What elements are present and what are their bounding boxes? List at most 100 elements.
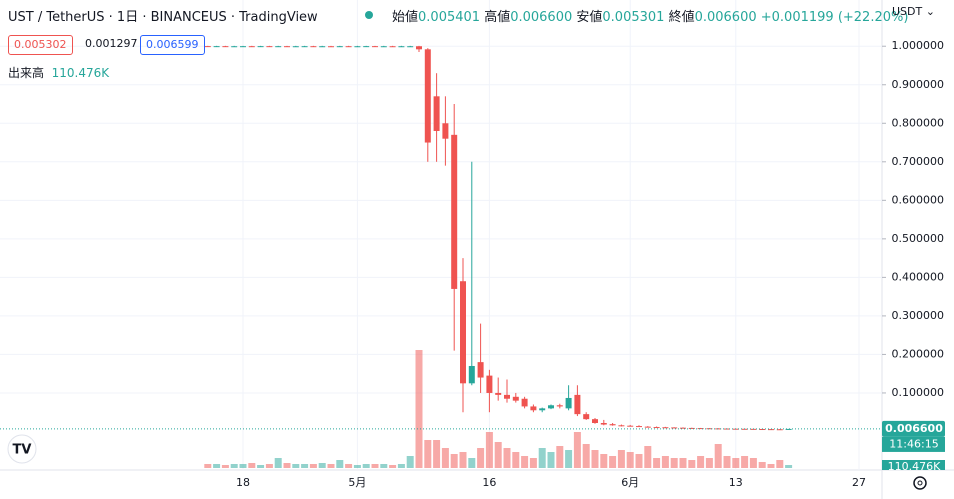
currency-button[interactable]: USDT ⌄ [892, 5, 935, 18]
volume-bar [450, 454, 458, 468]
y-tick-label: 0.400000 [892, 270, 945, 283]
candle-body [266, 46, 273, 48]
volume-legend: 出来高 110.476K [8, 64, 109, 81]
candle-body [539, 408, 546, 411]
candle-body [706, 428, 713, 430]
candle-body [688, 427, 695, 429]
change-pct: (+22.20%) [837, 10, 909, 25]
volume-bar [424, 440, 432, 468]
volume-bar [503, 448, 511, 468]
volume-bar [204, 464, 212, 468]
volume-bar [653, 458, 661, 468]
volume-bar [714, 444, 722, 468]
candle-body [512, 396, 519, 401]
countdown-box [882, 436, 945, 452]
candle-body [248, 46, 255, 48]
y-tick-label: 0.200000 [892, 347, 945, 360]
volume-bar [767, 464, 775, 468]
volume-bar [591, 450, 599, 468]
high-value: 0.006600 [510, 10, 573, 25]
candle-body [486, 375, 493, 393]
volume-bar [661, 456, 669, 468]
candle-body [328, 46, 334, 48]
volume-bar [248, 463, 256, 468]
candle-body [204, 46, 211, 48]
volume-bar [397, 464, 405, 468]
candle-body [292, 46, 299, 48]
last-price-label: 0.006600 [885, 422, 943, 435]
candle-body [460, 281, 466, 384]
x-tick-label: 13 [729, 476, 743, 489]
candle-body [310, 46, 317, 48]
grid [0, 0, 882, 470]
x-tick-label: 5月 [348, 476, 366, 489]
candle-body [653, 427, 660, 429]
x-tick-label: 27 [852, 476, 866, 489]
candle-body [521, 398, 528, 407]
volume-bar [265, 464, 273, 468]
x-tick-label: 18 [236, 476, 250, 489]
volume-bar [758, 462, 766, 468]
volume-bar [697, 456, 705, 468]
volume-bar [582, 444, 590, 468]
volume-bar [547, 452, 555, 468]
volume-bar [626, 452, 634, 468]
candle-body [592, 419, 598, 423]
volume-bar [309, 464, 317, 468]
ohlc-legend: 始値0.005401 高値0.006600 安値0.005301 終値0.006… [392, 6, 908, 25]
volume-bar [609, 456, 617, 468]
candle-body [275, 46, 282, 48]
open-value: 0.005401 [418, 10, 481, 25]
candle-body [768, 429, 774, 431]
volume-bar [565, 450, 573, 468]
candle-body [583, 414, 590, 420]
volume-bar [679, 458, 687, 468]
candle-body [231, 46, 238, 48]
volume-bar [213, 464, 221, 468]
low-label: 安値 [576, 10, 603, 25]
close-label: 終値 [668, 10, 695, 25]
candle-body [759, 429, 766, 431]
low-value: 0.005301 [602, 10, 665, 25]
symbol-title[interactable]: UST / TetherUS · 1日 · BINANCEUS · Tradin… [8, 10, 318, 25]
candle-body [213, 46, 220, 48]
candle-body [785, 428, 792, 430]
close-value: 0.006600 [694, 10, 757, 25]
candle-body [468, 365, 475, 384]
candle-body [301, 46, 308, 48]
candle-body [548, 405, 554, 409]
high-label: 高値 [484, 10, 511, 25]
volume-bar [336, 460, 344, 468]
settings-gear[interactable] [913, 476, 927, 490]
volume-bar [749, 458, 757, 468]
candle-body [697, 428, 704, 430]
candle-body [363, 46, 370, 48]
bid-button[interactable]: 0.005302 [8, 35, 73, 55]
volume-bar [732, 458, 740, 468]
ask-button[interactable]: 0.006599 [140, 35, 205, 55]
volume-price-label: 110.476K [888, 460, 941, 473]
y-tick-label: 0.500000 [892, 232, 945, 245]
volume-bar [274, 458, 282, 468]
volume-bar [635, 454, 643, 468]
volume-bar [362, 464, 370, 468]
candle-body [627, 425, 634, 427]
volume-bar [239, 464, 247, 468]
volume-bar [785, 465, 793, 468]
y-tick-label: 0.900000 [892, 78, 945, 91]
candle-body [574, 394, 581, 415]
x-tick-label: 16 [482, 476, 496, 489]
volume-bar [776, 460, 784, 468]
candle-body [336, 46, 343, 48]
volume-bar [556, 446, 564, 468]
candle-body [477, 362, 484, 378]
volume-bar [521, 456, 529, 468]
volume-bar [723, 456, 731, 468]
volume-bar [512, 452, 520, 468]
volume-value: 110.476K [51, 66, 110, 80]
candle-body [600, 423, 607, 425]
candle-body [389, 46, 396, 48]
volume-bar [371, 464, 379, 468]
